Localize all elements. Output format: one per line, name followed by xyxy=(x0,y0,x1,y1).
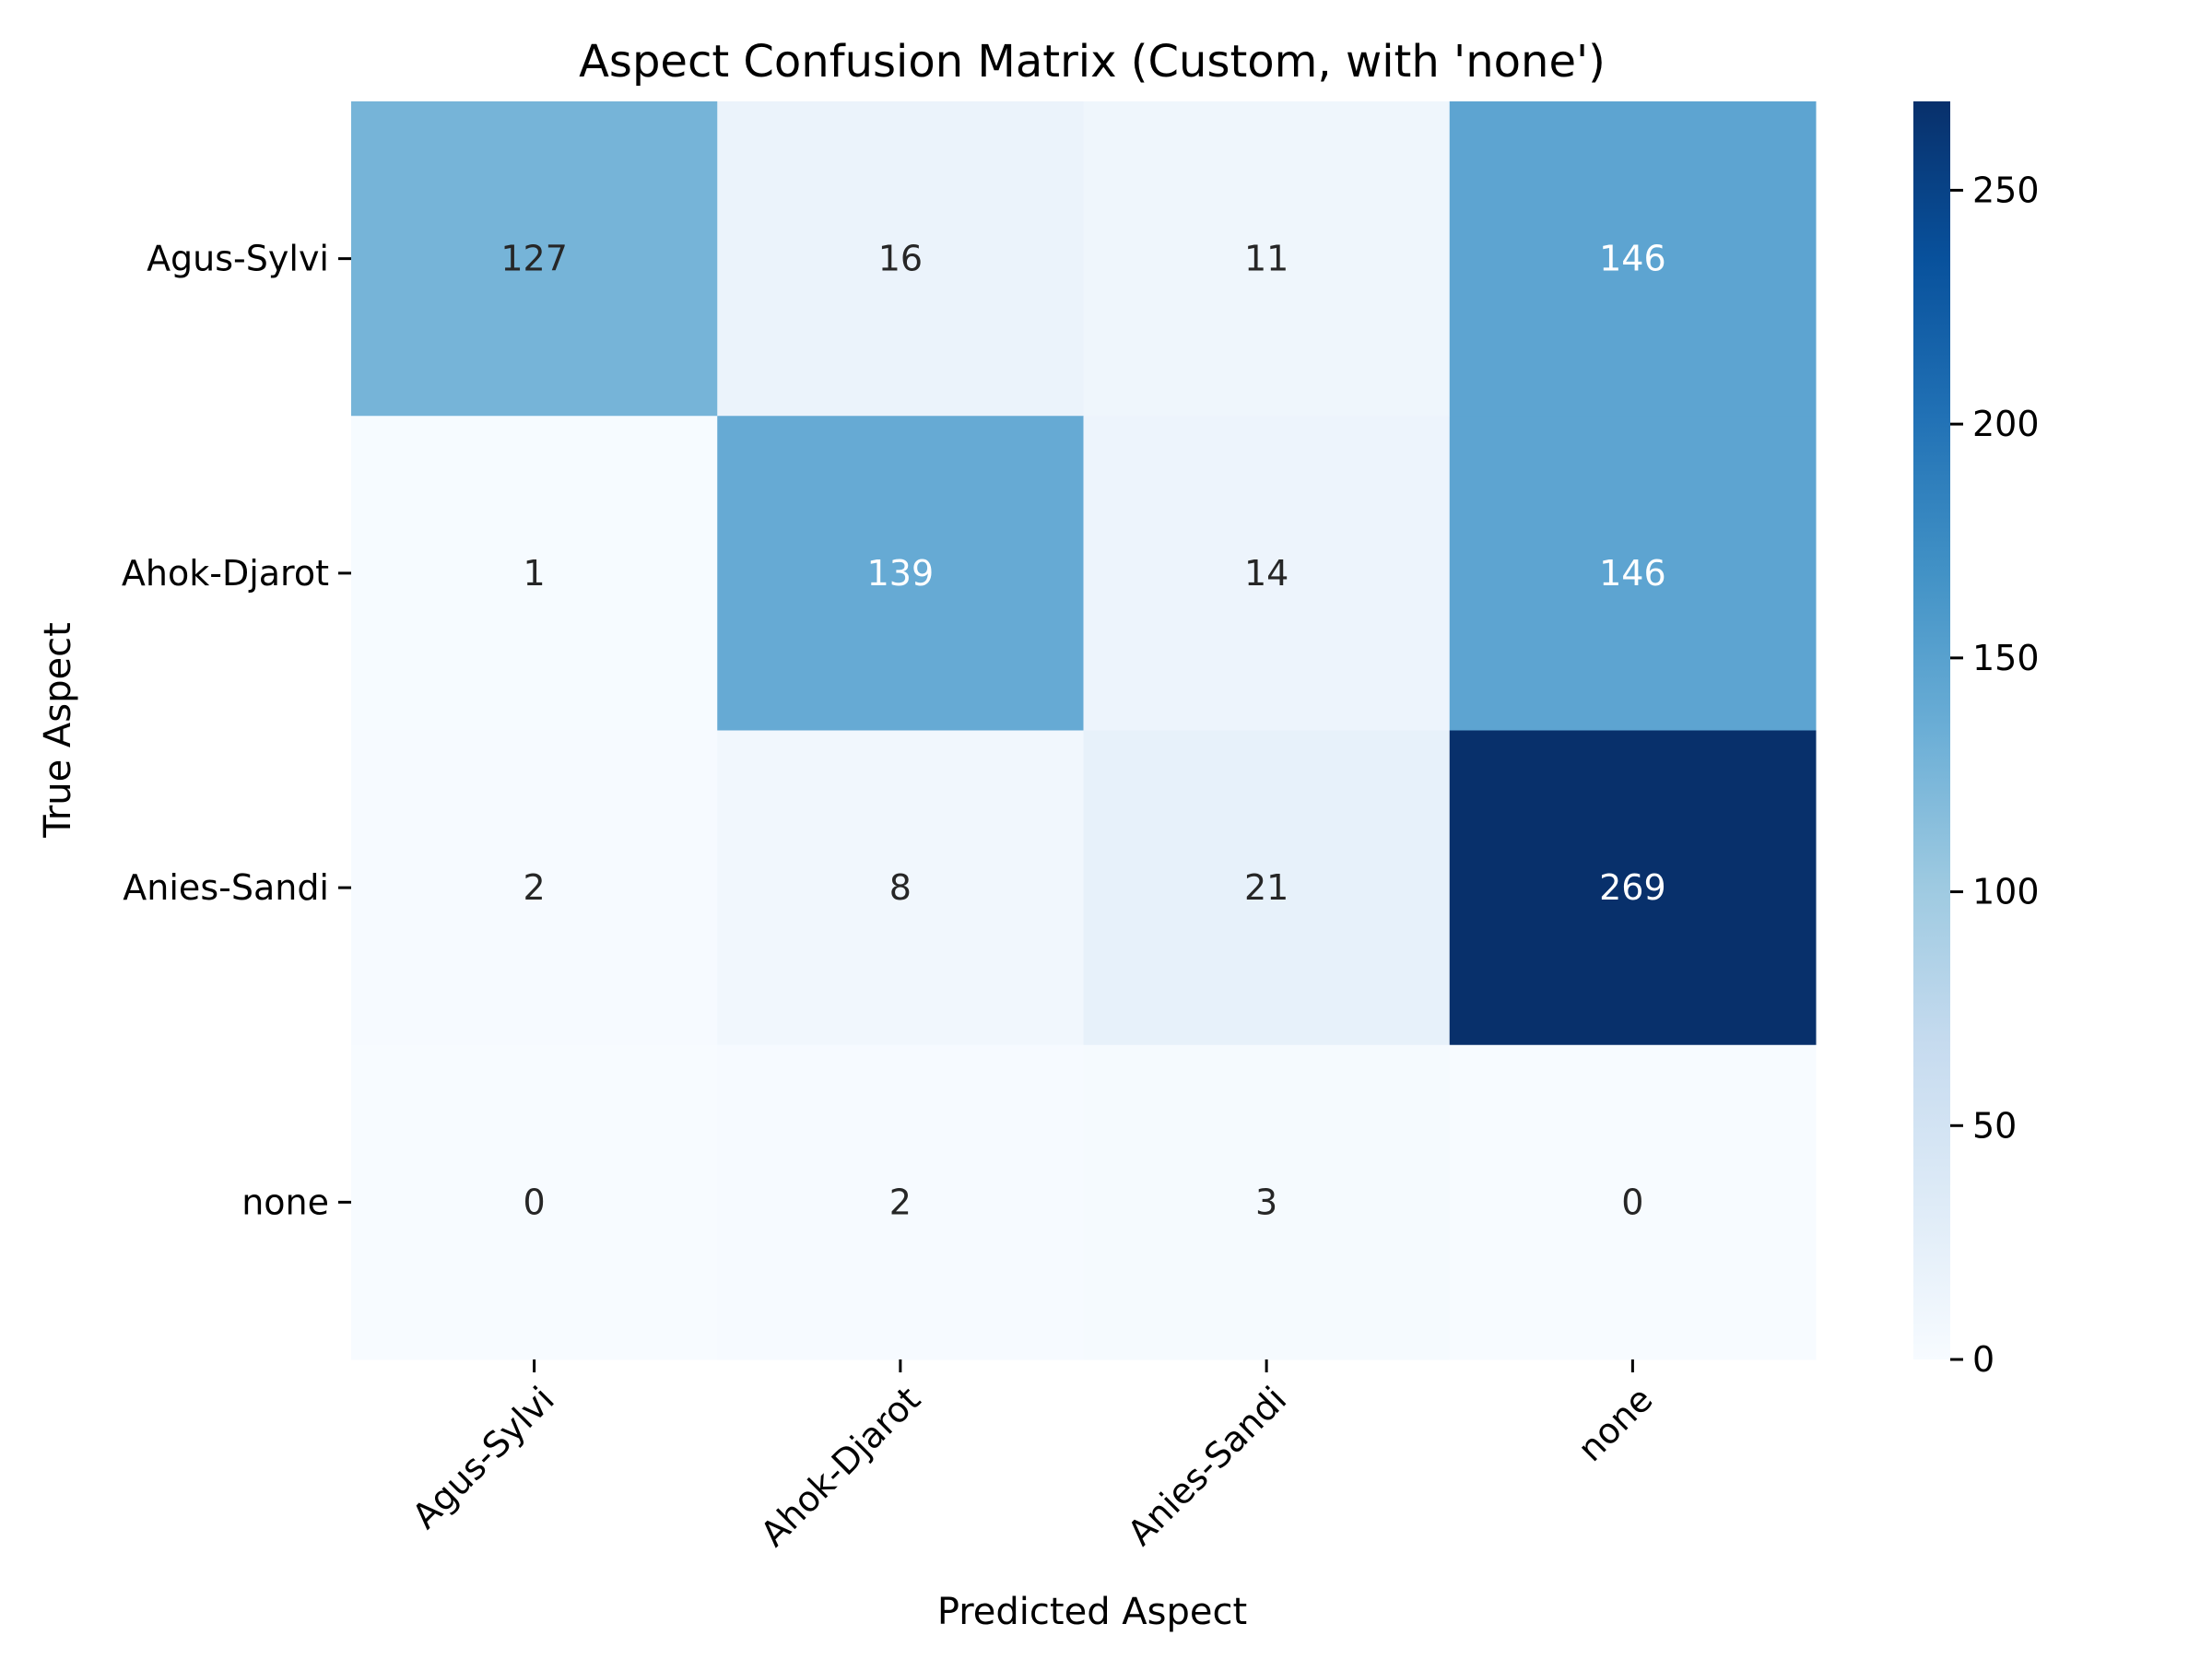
x-tick-label: Anies-Sandi xyxy=(1120,1379,1294,1553)
colorbar-tick-label: 200 xyxy=(1972,404,2040,444)
y-axis-label: True Aspect xyxy=(37,622,79,839)
heatmap-cell xyxy=(1449,730,1817,1046)
heatmap-cell xyxy=(717,416,1084,731)
y-tick-label: Ahok-Djarot xyxy=(122,553,329,594)
cell-value-label: 0 xyxy=(524,1182,546,1222)
heatmap-cell xyxy=(1083,101,1451,417)
cell-value-label: 8 xyxy=(889,867,912,908)
heatmap-cell xyxy=(1083,1044,1451,1360)
chart-title: Aspect Confusion Matrix (Custom, with 'n… xyxy=(579,36,1606,88)
colorbar-tick-label: 250 xyxy=(1972,170,2040,210)
heatmap-cell xyxy=(1449,101,1817,417)
heatmap-cell xyxy=(717,1044,1084,1360)
cell-value-label: 139 xyxy=(867,553,935,594)
cell-value-label: 2 xyxy=(889,1182,912,1222)
x-axis: Agus-Sylvi Ahok-Djarot Anies-Sandi none xyxy=(405,1359,1661,1554)
cell-value-label: 146 xyxy=(1599,239,1666,279)
y-axis: Agus-Sylvi Ahok-Djarot Anies-Sandi none xyxy=(122,239,351,1222)
cell-value-label: 21 xyxy=(1244,867,1288,908)
heatmap-cell xyxy=(1449,1044,1817,1360)
x-tick-label: none xyxy=(1570,1379,1660,1469)
cell-value-label: 16 xyxy=(878,239,923,279)
colorbar-ticks: 0 50 100 150 200 250 xyxy=(1950,170,2040,1380)
colorbar-tick-label: 0 xyxy=(1972,1339,1994,1380)
heatmap-cell xyxy=(717,101,1084,417)
colorbar-tick-label: 100 xyxy=(1972,872,2040,912)
y-tick-label: none xyxy=(241,1182,329,1222)
y-tick-label: Agus-Sylvi xyxy=(147,239,329,279)
heatmap-cell xyxy=(717,730,1084,1046)
heatmap-cell xyxy=(1449,416,1817,731)
heatmap-cell xyxy=(1083,730,1451,1046)
cell-value-label: 2 xyxy=(524,867,546,908)
cell-value-label: 0 xyxy=(1621,1182,1643,1222)
cell-value-label: 1 xyxy=(524,553,546,594)
colorbar-tick-label: 50 xyxy=(1972,1105,2017,1146)
heatmap-grid: 127 16 11 146 1 139 14 146 2 8 21 269 0 2 3 0 xyxy=(351,101,1817,1360)
cell-value-label: 3 xyxy=(1255,1182,1277,1222)
cell-value-label: 146 xyxy=(1599,553,1666,594)
heatmap-cell xyxy=(351,1044,718,1360)
cell-value-label: 127 xyxy=(500,239,568,279)
cell-value-label: 14 xyxy=(1244,553,1288,594)
x-tick-label: Agus-Sylvi xyxy=(405,1379,562,1536)
cell-value-label: 269 xyxy=(1599,867,1666,908)
heatmap-cell xyxy=(351,101,718,417)
colorbar-tick-label: 150 xyxy=(1972,638,2040,678)
heatmap-cell xyxy=(351,730,718,1046)
heatmap-cell xyxy=(351,416,718,731)
x-tick-label: Ahok-Djarot xyxy=(753,1379,928,1554)
x-axis-label: Predicted Aspect xyxy=(937,1591,1247,1633)
colorbar: 0 50 100 150 200 250 xyxy=(1913,101,2040,1380)
heatmap-cell xyxy=(1083,416,1451,731)
cell-value-label: 11 xyxy=(1244,239,1288,279)
colorbar-gradient-bar xyxy=(1913,101,1950,1359)
y-tick-label: Anies-Sandi xyxy=(123,867,329,908)
